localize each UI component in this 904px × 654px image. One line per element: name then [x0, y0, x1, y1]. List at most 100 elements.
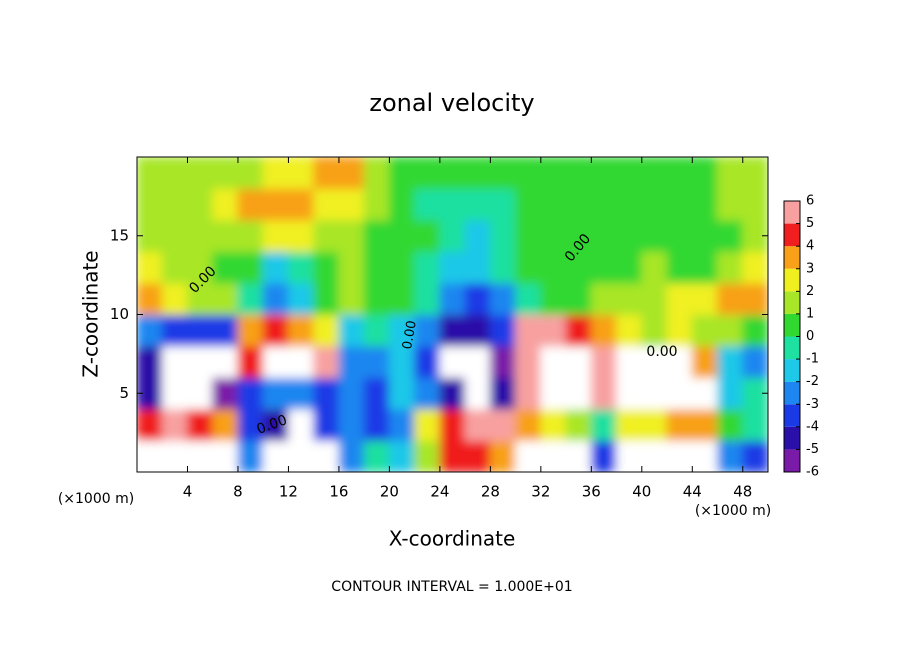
cell	[137, 440, 163, 472]
y-unit-label: (×1000 m)	[695, 503, 771, 519]
cell	[363, 377, 390, 410]
cell	[439, 408, 466, 441]
x-tick-label: 44	[683, 483, 702, 501]
cell	[338, 345, 365, 378]
cell	[338, 251, 365, 284]
cell	[338, 188, 365, 221]
cell	[237, 282, 264, 315]
colorbar-label: -2	[806, 374, 819, 389]
cell	[338, 157, 365, 189]
cell	[212, 345, 239, 378]
cell	[616, 408, 643, 441]
cell	[414, 188, 441, 221]
cell	[287, 377, 315, 410]
cell	[742, 408, 768, 441]
colorbar-label: 1	[806, 306, 814, 321]
x-tick-label: 48	[733, 483, 752, 501]
cell	[717, 282, 744, 315]
cell	[287, 440, 315, 472]
cell	[137, 345, 163, 378]
cell	[237, 219, 264, 252]
contour-label: 0.00	[400, 319, 420, 350]
cell	[414, 282, 441, 315]
cell	[717, 345, 744, 378]
cell	[186, 188, 214, 221]
x-unit-label: (×1000 m)	[58, 491, 134, 507]
cell	[363, 219, 390, 252]
cell	[590, 345, 618, 378]
cell	[186, 219, 214, 252]
cell	[641, 440, 668, 472]
cell	[338, 408, 365, 441]
cell	[439, 314, 466, 347]
cell	[262, 314, 289, 347]
colorbar-label: -3	[806, 397, 819, 412]
cell	[212, 219, 239, 252]
cell	[287, 314, 315, 347]
cell	[641, 408, 668, 441]
cell	[717, 157, 744, 189]
cell	[565, 157, 592, 189]
cell	[666, 282, 693, 315]
cell	[186, 314, 214, 347]
cell	[414, 345, 441, 378]
cell	[590, 157, 618, 189]
cell	[161, 377, 188, 410]
cell	[414, 219, 441, 252]
cell	[691, 188, 719, 221]
cell	[641, 282, 668, 315]
cell	[414, 408, 441, 441]
cell	[313, 282, 340, 315]
cell	[489, 188, 517, 221]
cell	[388, 440, 416, 472]
cell	[717, 251, 744, 284]
cell	[262, 282, 289, 315]
cell	[414, 440, 441, 472]
cell	[137, 188, 163, 221]
cell	[414, 157, 441, 189]
colorbar-label: 6	[806, 194, 814, 209]
cell	[363, 282, 390, 315]
cell	[439, 157, 466, 189]
colorbar-label: 5	[806, 216, 814, 231]
cell	[338, 314, 365, 347]
y-axis-title: Z-coordinate	[79, 250, 103, 377]
cell	[691, 251, 719, 284]
cell	[388, 188, 416, 221]
cell	[691, 408, 719, 441]
colorbar-label: -4	[806, 419, 819, 434]
cell	[515, 219, 542, 252]
cell	[262, 251, 289, 284]
cell	[540, 408, 567, 441]
cell	[388, 251, 416, 284]
field	[137, 157, 768, 472]
cell	[691, 377, 719, 410]
cell	[439, 377, 466, 410]
colorbar-swatch	[784, 291, 800, 314]
cell	[489, 219, 517, 252]
cell	[439, 251, 466, 284]
cell	[212, 440, 239, 472]
x-tick-label: 40	[632, 483, 651, 501]
colorbar-swatch	[784, 201, 800, 224]
cell	[691, 440, 719, 472]
cell	[515, 345, 542, 378]
cell	[338, 219, 365, 252]
cell	[641, 157, 668, 189]
cell	[515, 314, 542, 347]
colorbar-label: 3	[806, 261, 814, 276]
cell	[287, 282, 315, 315]
cell	[137, 251, 163, 284]
cell	[515, 157, 542, 189]
cell	[262, 408, 289, 441]
cell	[363, 188, 390, 221]
cell	[313, 408, 340, 441]
cell	[464, 188, 491, 221]
colorbar-swatch	[784, 336, 800, 360]
cell	[565, 314, 592, 347]
cell	[212, 408, 239, 441]
cell	[742, 314, 768, 347]
cell	[590, 251, 618, 284]
cell	[363, 157, 390, 189]
